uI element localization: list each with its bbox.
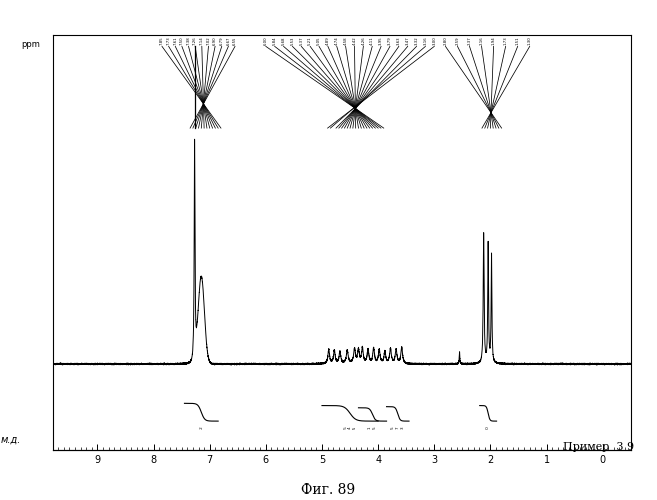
Text: 1.51: 1.51 — [516, 36, 520, 44]
Text: Пример  3 9: Пример 3 9 — [563, 442, 634, 452]
Text: 7.14: 7.14 — [200, 36, 204, 44]
Text: 0.675
0.734
1.415: 0.675 0.734 1.415 — [344, 426, 357, 438]
Text: 3.00: 3.00 — [432, 36, 436, 44]
Text: Фиг. 89: Фиг. 89 — [302, 484, 355, 498]
Text: м.д.: м.д. — [1, 435, 21, 445]
Text: 7.26: 7.26 — [193, 36, 197, 44]
Text: 2.80: 2.80 — [443, 36, 447, 44]
Text: 5.68: 5.68 — [282, 36, 286, 44]
Text: 3.79: 3.79 — [388, 36, 392, 44]
Text: 4.42: 4.42 — [353, 36, 357, 44]
Text: 7.165
1.627
4.253: 7.165 1.627 4.253 — [391, 426, 404, 437]
Text: 5.922: 5.922 — [199, 426, 203, 438]
Text: 7.50: 7.50 — [180, 36, 184, 44]
Text: 4.74: 4.74 — [335, 36, 339, 44]
Text: 6.67: 6.67 — [227, 36, 231, 44]
Text: 5.05: 5.05 — [317, 36, 321, 44]
Text: 5.53: 5.53 — [290, 36, 294, 44]
Text: 6.55: 6.55 — [233, 36, 237, 44]
Text: 9.000: 9.000 — [486, 426, 490, 438]
Text: 4.58: 4.58 — [344, 36, 348, 44]
Text: 3.161
3.105: 3.161 3.105 — [368, 426, 377, 437]
Text: 3.32: 3.32 — [415, 36, 419, 44]
Text: 5.21: 5.21 — [308, 36, 312, 44]
Text: 4.26: 4.26 — [361, 36, 365, 44]
Text: 2.59: 2.59 — [455, 36, 459, 44]
Text: 4.89: 4.89 — [326, 36, 330, 44]
Text: 3.95: 3.95 — [379, 36, 383, 44]
Text: 3.63: 3.63 — [397, 36, 401, 44]
Text: 6.00: 6.00 — [264, 36, 268, 44]
Text: 7.73: 7.73 — [167, 36, 171, 44]
Text: 5.37: 5.37 — [300, 36, 304, 44]
Text: 6.79: 6.79 — [219, 36, 224, 44]
Text: 2.16: 2.16 — [480, 36, 484, 44]
Text: ppm: ppm — [21, 40, 39, 49]
Text: 2.37: 2.37 — [468, 36, 472, 44]
Text: 7.61: 7.61 — [173, 36, 177, 44]
Text: 6.90: 6.90 — [213, 36, 217, 44]
Text: 4.11: 4.11 — [370, 36, 374, 44]
Text: 1.73: 1.73 — [504, 36, 508, 44]
Text: 7.38: 7.38 — [187, 36, 191, 44]
Text: 1.30: 1.30 — [528, 36, 532, 44]
Text: 7.02: 7.02 — [206, 36, 210, 44]
Text: 3.16: 3.16 — [423, 36, 428, 44]
Text: 5.84: 5.84 — [273, 36, 277, 44]
Text: 1.94: 1.94 — [491, 36, 495, 44]
Text: 7.85: 7.85 — [160, 36, 164, 44]
Text: 3.47: 3.47 — [405, 36, 410, 44]
